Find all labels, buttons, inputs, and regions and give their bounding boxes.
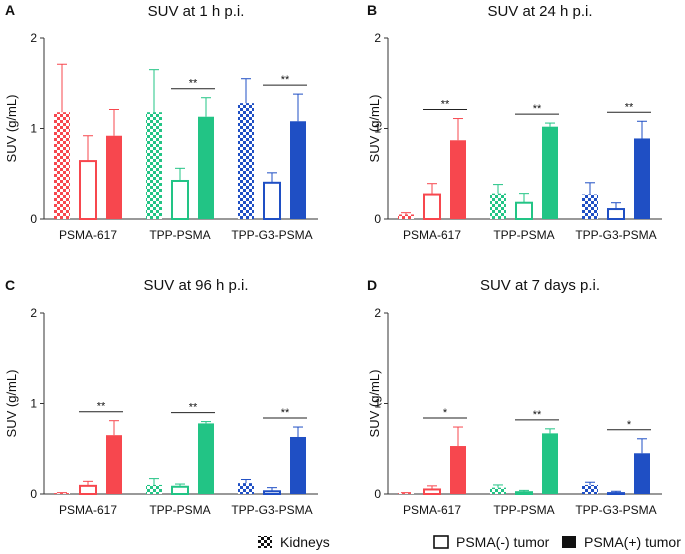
category-label: TPP-PSMA <box>149 503 210 517</box>
y-tick-label: 1 <box>374 397 381 411</box>
category-label: TPP-G3-PSMA <box>231 228 312 242</box>
legend-swatch-solid <box>562 536 576 548</box>
panel-label: C <box>5 277 15 293</box>
y-tick-label: 1 <box>374 122 381 136</box>
y-tick-label: 2 <box>30 31 37 45</box>
category-label: TPP-G3-PSMA <box>231 503 312 517</box>
bar-psma-tumor-1 <box>198 423 214 494</box>
significance-mark: ** <box>533 409 542 421</box>
legend-label: PSMA(-) tumor <box>456 534 550 550</box>
legend-label: PSMA(+) tumor <box>584 534 681 550</box>
bar-psma-tumor-1 <box>542 433 558 494</box>
y-tick-label: 2 <box>374 306 381 320</box>
bar-psma-tumor-2 <box>263 490 281 496</box>
y-tick-label: 1 <box>30 122 37 136</box>
category-label: PSMA-617 <box>59 503 117 517</box>
bar-psma-tumor-1 <box>515 491 533 496</box>
y-tick-label: 0 <box>30 487 37 501</box>
bar-kidneys-2 <box>238 483 254 494</box>
bar-psma-tumor-0 <box>423 193 441 221</box>
category-label: PSMA-617 <box>403 503 461 517</box>
y-axis-label: SUV (g/mL) <box>4 95 19 163</box>
bar-psma-tumor-1 <box>542 126 558 219</box>
y-axis-label: SUV (g/mL) <box>4 370 19 438</box>
panel-title: SUV at 96 h p.i. <box>143 277 248 294</box>
bar-kidneys-0 <box>398 214 414 219</box>
bar-psma-tumor-2 <box>290 121 306 219</box>
bar-kidneys-2 <box>582 194 598 219</box>
bar-psma-tumor-2 <box>290 436 306 494</box>
category-label: TPP-G3-PSMA <box>575 503 656 517</box>
category-label: PSMA-617 <box>59 228 117 242</box>
bar-psma-tumor-1 <box>198 116 214 219</box>
significance-mark: ** <box>281 74 290 86</box>
bar-psma-tumor-2 <box>634 138 650 219</box>
bar-psma-tumor-2 <box>607 208 625 220</box>
bar-psma-tumor-2 <box>634 453 650 494</box>
significance-mark: ** <box>441 99 450 111</box>
significance-mark: ** <box>189 402 198 414</box>
y-tick-label: 2 <box>30 306 37 320</box>
bar-psma-tumor-1 <box>171 485 189 496</box>
significance-mark: * <box>627 419 632 431</box>
significance-mark: ** <box>281 407 290 419</box>
bar-psma-tumor-0 <box>106 135 122 219</box>
panel-d: D SUV at 7 days p.i. SUV (g/mL) 0 1 2 PSMA-617… <box>367 277 662 517</box>
bar-kidneys-2 <box>238 103 254 219</box>
bar-kidneys-1 <box>146 112 162 219</box>
panel-a: A SUV at 1 h p.i. SUV (g/mL) 0 1 2 PSMA-617 TPP… <box>4 2 318 242</box>
significance-mark: ** <box>189 78 198 90</box>
category-label: TPP-PSMA <box>493 228 554 242</box>
bar-psma-tumor-0 <box>450 140 466 219</box>
significance-mark: ** <box>625 101 634 113</box>
bar-psma-tumor-2 <box>607 492 625 496</box>
bar-psma-tumor-0 <box>79 160 97 220</box>
bar-kidneys-1 <box>490 487 506 494</box>
panel-b: B SUV at 24 h p.i. SUV (g/mL) 0 1 2 PSMA-617 TP… <box>367 2 662 242</box>
bar-psma-tumor-0 <box>450 446 466 494</box>
bar-kidneys-1 <box>146 484 162 494</box>
bar-psma-tumor-1 <box>515 201 533 221</box>
y-tick-label: 1 <box>30 397 37 411</box>
category-label: TPP-G3-PSMA <box>575 228 656 242</box>
y-tick-label: 0 <box>374 212 381 226</box>
legend-swatch-checker <box>258 536 272 548</box>
legend-swatch-hollow <box>433 535 449 549</box>
panel-title: SUV at 7 days p.i. <box>480 277 600 294</box>
bar-kidneys-0 <box>54 112 70 219</box>
category-label: PSMA-617 <box>403 228 461 242</box>
y-tick-label: 0 <box>374 487 381 501</box>
bar-psma-tumor-0 <box>79 484 97 496</box>
bar-psma-tumor-1 <box>171 179 189 221</box>
significance-mark: ** <box>97 401 106 413</box>
panel-c: C SUV at 96 h p.i. SUV (g/mL) 0 1 2 PSMA-617 TP… <box>4 277 318 517</box>
bar-psma-tumor-2 <box>263 181 281 221</box>
y-tick-label: 0 <box>30 212 37 226</box>
panel-label: B <box>367 2 377 18</box>
bar-kidneys-2 <box>582 484 598 494</box>
category-label: TPP-PSMA <box>493 503 554 517</box>
significance-mark: ** <box>533 103 542 115</box>
y-axis-label: SUV (g/mL) <box>367 95 382 163</box>
significance-mark: * <box>443 407 448 419</box>
bar-psma-tumor-0 <box>423 488 441 496</box>
bar-psma-tumor-0 <box>106 435 122 494</box>
panel-title: SUV at 1 h p.i. <box>148 3 245 20</box>
panel-label: A <box>5 2 15 18</box>
panel-title: SUV at 24 h p.i. <box>487 3 592 20</box>
bar-kidneys-1 <box>490 193 506 219</box>
category-label: TPP-PSMA <box>149 228 210 242</box>
bar-kidneys-0 <box>398 493 414 494</box>
panel-label: D <box>367 277 377 293</box>
y-axis-label: SUV (g/mL) <box>367 370 382 438</box>
bar-kidneys-0 <box>54 493 70 494</box>
y-tick-label: 2 <box>374 31 381 45</box>
legend-label: Kidneys <box>280 534 330 550</box>
legend: Kidneys PSMA(-) tumor PSMA(+) tumor <box>258 534 681 550</box>
